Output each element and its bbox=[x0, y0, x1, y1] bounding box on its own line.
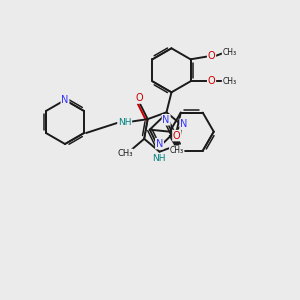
Text: NH: NH bbox=[118, 118, 131, 127]
Text: N: N bbox=[61, 95, 69, 105]
Text: O: O bbox=[173, 130, 181, 141]
Text: CH₃: CH₃ bbox=[223, 77, 237, 86]
Text: O: O bbox=[208, 76, 215, 86]
Text: CH₃: CH₃ bbox=[223, 48, 237, 57]
Text: O: O bbox=[208, 51, 215, 61]
Text: CH₃: CH₃ bbox=[170, 146, 184, 155]
Text: N: N bbox=[180, 119, 188, 129]
Text: N: N bbox=[162, 115, 170, 125]
Text: CH₃: CH₃ bbox=[118, 149, 133, 158]
Text: N: N bbox=[156, 139, 163, 148]
Text: O: O bbox=[136, 93, 143, 103]
Text: NH: NH bbox=[152, 154, 165, 163]
